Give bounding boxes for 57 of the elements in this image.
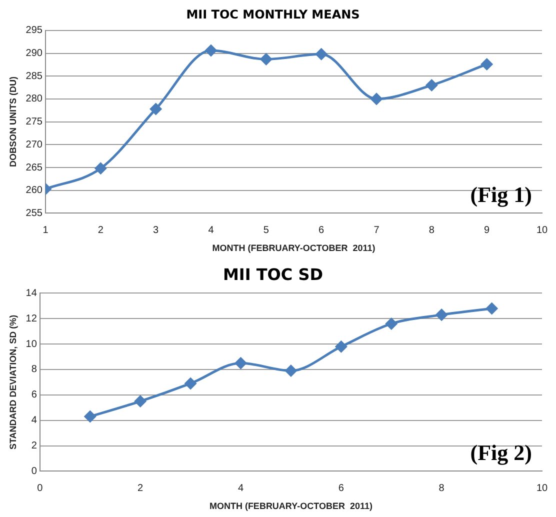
point <box>335 340 347 352</box>
point <box>386 318 398 330</box>
x-tick-label: 6 <box>318 224 325 236</box>
x-tick-label: 4 <box>208 224 214 236</box>
y-tick-label: 285 <box>26 70 43 82</box>
x-tick-label: 8 <box>438 482 445 494</box>
y-axis-title: STANDARD DEVIATION, SD (%) <box>8 314 18 450</box>
x-tick-label: 3 <box>153 224 160 236</box>
point <box>150 103 162 115</box>
x-tick-label: 1 <box>42 224 49 236</box>
point <box>134 396 146 408</box>
y-tick-label: 270 <box>26 139 43 150</box>
point <box>94 162 106 174</box>
y-tick-label: 4 <box>31 415 38 426</box>
x-tick-label: 8 <box>428 224 435 236</box>
y-tick-label: 12 <box>26 313 38 324</box>
point <box>205 44 217 56</box>
point <box>84 410 96 422</box>
y-axis-title: DOBSON UNITS (DU) <box>8 76 18 168</box>
chart-title: MII TOC SD <box>222 264 324 284</box>
x-tick-label: 7 <box>374 224 380 236</box>
x-tick-label: 10 <box>536 482 548 494</box>
y-tick-label: 295 <box>26 25 43 36</box>
x-tick-label: 4 <box>238 482 244 494</box>
point <box>481 58 493 70</box>
y-tick-label: 265 <box>26 162 43 174</box>
point <box>436 309 448 321</box>
y-tick-label: 260 <box>26 185 43 196</box>
annotation: (Fig 1) <box>470 182 532 207</box>
y-tick-label: 255 <box>26 208 43 219</box>
y-tick-label: 290 <box>26 48 43 59</box>
x-tick-label: 10 <box>536 224 548 236</box>
point <box>184 378 196 390</box>
point <box>426 79 438 91</box>
point <box>316 48 328 60</box>
y-tick-label: 8 <box>31 364 38 376</box>
y-tick-label: 280 <box>26 94 43 105</box>
y-tick-label: 6 <box>31 390 38 401</box>
x-tick-label: 5 <box>263 224 270 236</box>
chart-title: MII TOC MONTHLY MEANS <box>186 7 360 22</box>
point <box>235 357 247 369</box>
point <box>260 53 272 65</box>
y-tick-label: 2 <box>31 440 38 452</box>
y-tick-label: 0 <box>31 466 38 477</box>
y-tick-label: 275 <box>26 116 43 128</box>
y-tick-label: 14 <box>26 288 38 299</box>
x-tick-label: 9 <box>484 224 490 236</box>
point <box>486 302 498 314</box>
x-axis-title: MONTH (FEBRUARY-OCTOBER 2011) <box>212 243 376 254</box>
point <box>285 365 297 377</box>
x-tick-label: 2 <box>138 482 144 494</box>
point <box>370 93 382 105</box>
annotation: (Fig 2) <box>470 440 532 465</box>
x-tick-label: 6 <box>338 482 344 494</box>
x-axis-title: MONTH (FEBRUARY-OCTOBER 2011) <box>209 501 372 512</box>
x-tick-label: 2 <box>98 224 104 236</box>
y-tick-label: 10 <box>26 338 38 350</box>
